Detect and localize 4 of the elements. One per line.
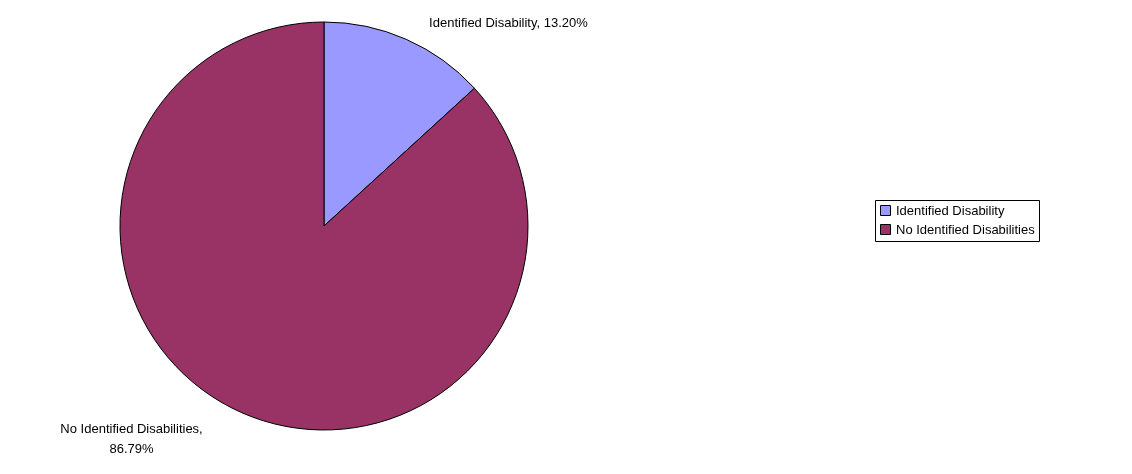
legend-label: No Identified Disabilities [896, 221, 1036, 237]
legend-label: Identified Disability [896, 202, 1005, 218]
data-label: Identified Disability, 13.20% [429, 14, 589, 30]
data-label: No Identified Disabilities, 86.79% [60, 421, 203, 457]
